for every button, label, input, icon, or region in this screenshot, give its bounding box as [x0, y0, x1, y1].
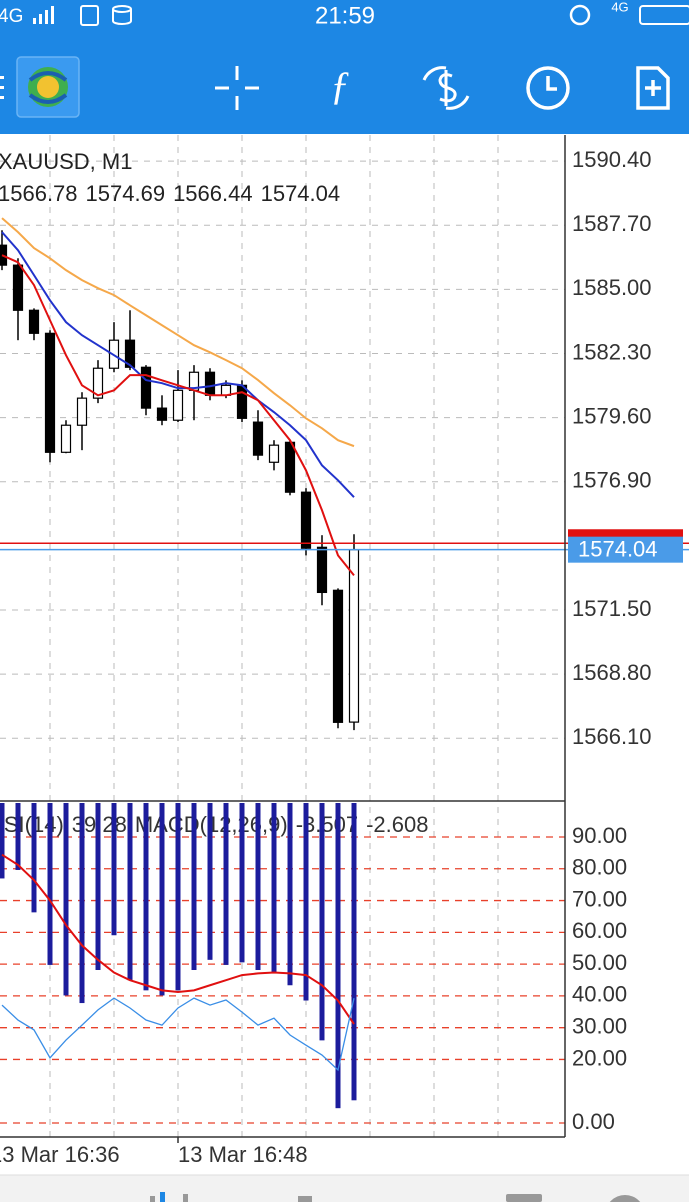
candle-body: [348, 549, 360, 723]
signal-icon: [33, 6, 54, 24]
macd-bar: [159, 803, 165, 996]
candle-body: [28, 309, 40, 334]
trade-button[interactable]: [422, 66, 470, 110]
macd-signal-line: [1, 853, 355, 1025]
y-tick-label: 80.00: [572, 855, 627, 880]
new-order-button[interactable]: [636, 66, 670, 110]
x-tick-label: 13 Mar 16:36: [0, 1142, 120, 1167]
macd-bar: [271, 803, 277, 973]
macd-bar: [255, 803, 261, 970]
macd-bar: [15, 803, 21, 870]
macd-bar: [79, 803, 85, 1004]
macd-bar: [95, 803, 101, 970]
macd-bar: [63, 803, 69, 996]
moving-average: [1, 217, 355, 448]
y-tick-label: 1568.80: [572, 660, 652, 685]
macd-bar: [31, 803, 37, 913]
bottom-navigation: [0, 1175, 689, 1202]
battery-icon: [639, 5, 689, 25]
candle-body: [300, 491, 312, 549]
y-tick-label: 40.00: [572, 982, 627, 1007]
candle-body: [268, 444, 280, 463]
ohlc-value: 1574.04: [261, 181, 341, 206]
alarm-icon: [569, 4, 591, 26]
y-tick-label: 1579.60: [572, 403, 652, 428]
candle-body: [236, 384, 248, 419]
y-tick-label: 0.00: [572, 1109, 615, 1134]
menu-button[interactable]: [0, 76, 4, 99]
ohlc-value: 1574.69: [86, 181, 166, 206]
y-tick-label: 70.00: [572, 886, 627, 911]
y-tick-label: 1587.70: [572, 211, 652, 236]
chart-title: XAUUSD, M1: [0, 149, 132, 174]
macd-bar: [47, 803, 53, 965]
candle-body: [60, 424, 72, 453]
y-tick-label: 50.00: [572, 950, 627, 975]
candle-body: [92, 367, 104, 399]
candle-body: [124, 339, 136, 368]
macd-bar: [223, 803, 229, 965]
candle-body: [44, 332, 56, 453]
macd-bar: [0, 803, 5, 879]
candle-body: [332, 589, 344, 723]
candle-body: [252, 421, 264, 456]
macd-bar: [303, 803, 309, 1001]
candle-body: [172, 389, 184, 421]
bottom-navigation-icons: [150, 1192, 641, 1202]
ohlc-value: 1566.44: [173, 181, 253, 206]
macd-bar: [127, 803, 133, 981]
clock: 21:59: [315, 2, 375, 29]
x-tick-label: 13 Mar 16:48: [178, 1142, 308, 1167]
macd-bar: [191, 803, 197, 970]
candle-body: [140, 366, 152, 409]
y-tick-label: 60.00: [572, 918, 627, 943]
candle-body: [316, 546, 328, 594]
storage-icon: [112, 5, 132, 25]
candle-body: [12, 264, 24, 311]
macd-bar: [335, 803, 341, 1109]
y-tick-label: 1566.10: [572, 724, 652, 749]
y-tick-label: 1576.90: [572, 468, 652, 493]
moving-average: [1, 254, 355, 576]
macd-bar: [143, 803, 149, 991]
bid-label: 1574.04: [578, 536, 658, 561]
network-indicator: 4G: [0, 6, 23, 27]
macd-bar: [287, 803, 293, 986]
ohlc-value: 1566.78: [0, 181, 78, 206]
candle-body: [76, 397, 88, 426]
candle-body: [204, 371, 216, 396]
macd-bar: [351, 803, 357, 1101]
crosshair-button[interactable]: [215, 66, 259, 110]
y-tick-label: 90.00: [572, 823, 627, 848]
ohlc-info: 1566.78 1574.69 1566.44 1574.04: [0, 181, 340, 206]
macd-bar: [319, 803, 325, 1041]
indicators-button[interactable]: ƒ: [330, 63, 350, 108]
bid-label-box: [568, 536, 683, 563]
y-tick-label: 30.00: [572, 1013, 627, 1038]
rsi-line: [1, 997, 355, 1072]
candle-body: [156, 407, 168, 421]
macd-bar: [239, 803, 245, 963]
macd-bar: [111, 803, 117, 936]
macd-bar: [175, 803, 181, 991]
candle-body: [284, 441, 296, 493]
y-tick-label: 1571.50: [572, 596, 652, 621]
signal-value: -2.608: [366, 812, 428, 837]
chart-layer: 1590.40 1587.70 1585.00 1582.30 1579.60 1576.…: [0, 147, 689, 1167]
y-tick-label: 20.00: [572, 1045, 627, 1070]
network-indicator-right: 4G: [611, 0, 628, 14]
y-tick-label: 1590.40: [572, 147, 652, 172]
timeframe-button[interactable]: [526, 66, 570, 110]
y-tick-label: 1582.30: [572, 339, 652, 364]
y-tick-label: 1585.00: [572, 275, 652, 300]
sim-icon: [80, 5, 99, 26]
macd-bar: [207, 803, 213, 960]
chart-background: [0, 134, 689, 1175]
app-logo[interactable]: [16, 56, 80, 118]
moving-average: [1, 231, 355, 498]
